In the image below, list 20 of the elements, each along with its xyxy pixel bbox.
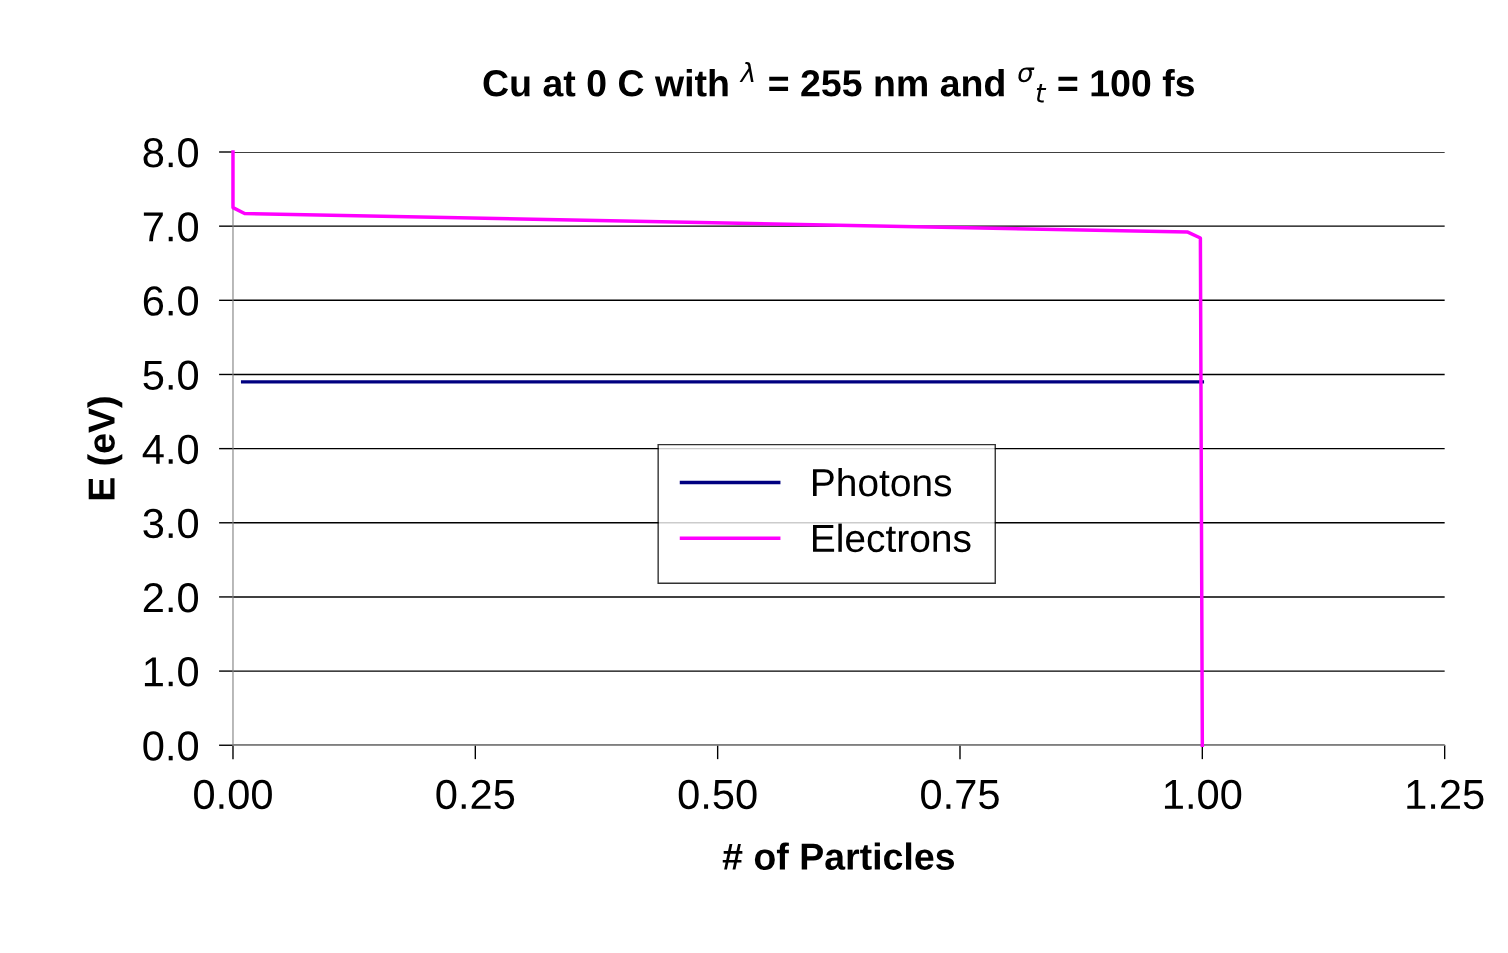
y-tick-label: 2.0 — [143, 582, 199, 613]
y-tick-label: 6.0 — [143, 286, 199, 316]
x-tick-label: 1.00 — [1164, 779, 1242, 810]
x-axis-title: # of Particles — [722, 842, 955, 870]
y-tick-label: 7.0 — [143, 212, 199, 242]
x-tick-label: 0.50 — [678, 779, 757, 810]
y-tick-label: 1.0 — [144, 657, 199, 687]
y-tick-label: 3.0 — [143, 508, 199, 539]
y-tick-label: 8.0 — [143, 138, 199, 168]
y-axis-title: E (eV) — [87, 397, 123, 500]
y-tick-label: 5.0 — [143, 360, 199, 390]
y-tick-label: 0.0 — [143, 731, 199, 761]
chart-title: Cu at 0 C with $^{λ}$ = 255 nm and $^{σ}$$_{t}$ = 100 fs — [483, 61, 1194, 103]
x-tick-label: 1.25 — [1407, 779, 1484, 810]
legend-label: Electrons — [813, 523, 971, 553]
x-tick-label: 0.25 — [436, 779, 515, 810]
x-tick-label: 0.75 — [921, 779, 999, 810]
legend-label: Photons — [813, 467, 952, 497]
x-tick-label: 0.00 — [194, 779, 272, 810]
y-tick-label: 4.0 — [142, 434, 199, 465]
